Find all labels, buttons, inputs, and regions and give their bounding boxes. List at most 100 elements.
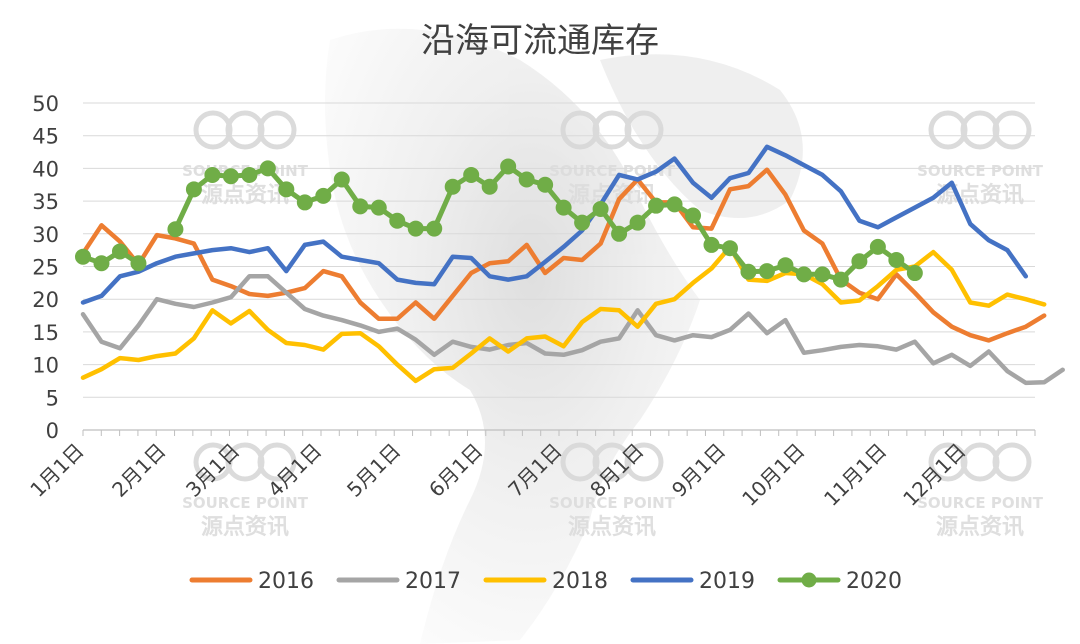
data-point-2020 [611,225,628,242]
legend-item-2020: 2020 [777,569,902,594]
chart-title: 沿海可流通库存 [421,21,659,61]
data-point-2020 [296,194,313,211]
data-point-2020 [758,263,775,280]
data-point-2020 [703,236,720,253]
data-point-2020 [407,220,424,237]
watermark-4: SOURCE POINT 源点资讯 [182,442,309,540]
y-tick-label: 10 [32,354,59,378]
y-tick-label: 25 [32,256,59,280]
data-point-2020 [648,197,665,214]
series-line-2016 [80,167,1047,343]
y-tick-label: 35 [32,190,59,214]
data-point-2020 [500,158,517,175]
data-point-2020 [851,253,868,270]
legend-label-2016: 2016 [258,569,314,594]
y-tick-label: 45 [32,125,59,149]
watermark-logo-ring [257,110,297,150]
series-2018 [80,244,1047,384]
legend: 2016 2017 2018 2019 2020 [189,569,902,594]
data-point-2020 [537,176,554,193]
data-point-2020 [222,168,239,185]
data-point-2020 [333,171,350,188]
series-2016 [80,167,1047,343]
legend-item-2017: 2017 [336,569,461,594]
y-tick-label: 50 [32,92,59,116]
data-point-2020 [130,255,147,272]
watermark-name-cn: 源点资讯 [568,514,656,540]
watermark-name-cn: 源点资讯 [201,514,289,540]
data-point-2020 [370,199,387,216]
series-line-2018 [80,244,1047,384]
data-point-2020 [869,238,886,255]
data-point-2020 [888,251,905,268]
data-point-2020 [685,207,702,224]
y-tick-label: 40 [32,157,59,181]
data-point-2020 [315,187,332,204]
series-2019 [80,144,1029,305]
series-2017 [80,274,1065,386]
y-tick-label: 20 [32,288,59,312]
data-point-2020 [352,198,369,215]
watermark-6: SOURCE POINT 源点资讯 [917,442,1044,540]
data-point-2020 [740,263,757,280]
watermark-logo-ring [624,442,664,482]
data-point-2020 [111,243,128,260]
data-point-2020 [389,212,406,229]
watermark-logo-ring [624,110,664,150]
legend-label-2017: 2017 [405,569,461,594]
data-point-2020 [574,214,591,231]
data-point-2020 [832,271,849,288]
watermark-logo-ring [992,442,1032,482]
data-point-2020 [481,178,498,195]
data-point-2020 [204,166,221,183]
watermark-5: SOURCE POINT 源点资讯 [549,442,676,540]
legend-item-2019: 2019 [630,569,755,594]
legend-label-2018: 2018 [552,569,608,594]
legend-marker-2020 [801,572,817,588]
data-point-2020 [777,257,794,274]
series-line-2017 [80,274,1065,386]
watermark-logo-ring [257,442,297,482]
watermark-name-cn: 源点资讯 [201,182,289,208]
legend-label-2019: 2019 [699,569,755,594]
watermark-name-en: SOURCE POINT [182,494,309,512]
data-point-2020 [278,181,295,198]
legend-item-2016: 2016 [189,569,314,594]
y-tick-label: 5 [46,386,59,410]
y-tick-label: 30 [32,223,59,247]
data-point-2020 [518,171,535,188]
watermark-name-cn: 源点资讯 [936,514,1024,540]
legend-label-2020: 2020 [846,569,902,594]
data-point-2020 [906,265,923,282]
data-point-2020 [814,266,831,283]
data-point-2020 [93,255,110,272]
data-point-2020 [444,178,461,195]
data-point-2020 [75,248,91,265]
data-point-2020 [555,199,572,216]
watermark-name-en: SOURCE POINT [549,494,676,512]
watermark-name-en: SOURCE POINT [917,494,1044,512]
series-2020 [75,158,923,288]
data-point-2020 [185,181,202,198]
data-point-2020 [463,166,480,183]
data-point-2020 [259,160,276,177]
y-tick-label: 15 [32,321,59,345]
data-point-2020 [426,220,443,237]
series-layer [75,144,1065,386]
y-tick-label: 0 [46,419,59,443]
data-point-2020 [629,214,646,231]
data-point-2020 [666,196,683,213]
watermark-name-en: SOURCE POINT [917,162,1044,180]
series-line-2019 [80,144,1029,305]
data-point-2020 [795,266,812,283]
data-point-2020 [721,240,738,257]
data-point-2020 [241,166,258,183]
series-line-2020 [80,249,141,266]
data-point-2020 [592,200,609,217]
watermarks: SOURCE POINT 源点资讯 SOURCE POINT 源点资讯 SOURCE P… [182,110,1044,540]
data-point-2020 [167,221,184,238]
